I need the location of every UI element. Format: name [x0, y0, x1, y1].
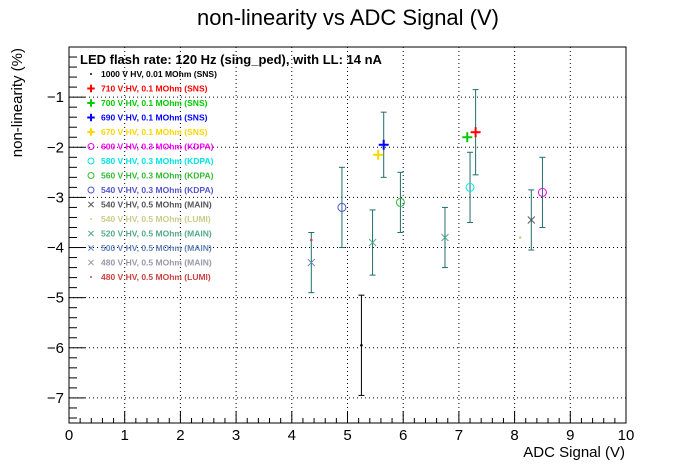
x-tick-label: 7: [455, 427, 463, 444]
circle-marker: [87, 172, 95, 179]
legend-entry: 560 V HV, 0.3 MOhm (KDPA): [101, 171, 214, 181]
x-tick-label: 0: [65, 427, 73, 444]
legend-entry: 520 V HV, 0.5 MOhm (MAIN): [101, 229, 212, 239]
legend-entry: 480 V HV, 0.5 MOhm (MAIN): [101, 258, 212, 268]
x-tick-label: 10: [618, 427, 635, 444]
x-tick-label: 9: [566, 427, 574, 444]
circle-marker: [537, 187, 547, 197]
chart-title: non-linearity vs ADC Signal (V): [197, 5, 499, 30]
x-axis-label: ADC Signal (V): [523, 444, 625, 461]
dot-marker: [360, 343, 363, 347]
x-tick-label: 8: [510, 427, 518, 444]
cross-marker: [527, 216, 536, 224]
legend: 1000 V HV, 0.01 MOhm (SNS) 710 V HV, 0.1 …: [87, 69, 217, 282]
y-tick-label: −4: [47, 240, 64, 257]
dot-marker: [309, 238, 313, 242]
legend-entry: 480 V HV, 0.5 MOhm (LUMI): [101, 272, 211, 282]
cross-marker: [441, 233, 449, 242]
legend-entry: 690 V HV, 0.1 MOhm (SNS): [101, 113, 208, 123]
subtitle: LED flash rate: 120 Hz (sing_ped), with …: [80, 52, 383, 67]
y-tick-label: −6: [47, 340, 64, 357]
x-tick-label: 2: [176, 427, 184, 444]
dot-marker: [518, 236, 522, 239]
y-tick-label: −5: [47, 290, 64, 307]
cross-marker: [88, 201, 94, 208]
legend-entry: 1000 V HV, 0.01 MOhm (SNS): [101, 69, 217, 79]
legend-entry: 540 V HV, 0.5 MOhm (LUMI): [101, 214, 211, 224]
x-axis: 0 1 2 3 4 5 6 7 8 9 10: [65, 411, 635, 444]
cross-marker: [88, 230, 94, 237]
y-tick-label: −1: [47, 89, 64, 106]
dot-marker: [90, 276, 92, 278]
legend-entry: 600 V HV, 0.3 MOhm (KDPA): [101, 142, 214, 152]
y-axis: −1 −2 −3 −4 −5 −6 −7: [47, 56, 85, 419]
x-tick-label: 1: [121, 427, 129, 444]
cross-marker: [368, 238, 377, 247]
grid-lines: [69, 47, 626, 423]
circle-marker: [87, 157, 95, 165]
cross-marker: [88, 259, 94, 266]
x-tick-label: 5: [343, 427, 351, 444]
circle-marker: [395, 197, 405, 207]
legend-entry: 540 V HV, 0.5 MOhm (MAIN): [101, 200, 212, 210]
y-axis-label: non-linearity (%): [9, 48, 26, 157]
x-tick-label: 6: [399, 427, 407, 444]
legend-entry: 540 V HV, 0.3 MOhm (KDPA): [101, 185, 214, 195]
circle-marker: [87, 186, 95, 194]
cross-marker: [307, 258, 316, 267]
y-tick-label: −2: [47, 139, 64, 156]
cross-marker: [88, 245, 94, 251]
y-tick-label: −3: [47, 189, 64, 206]
x-tick-label: 4: [288, 427, 296, 444]
y-tick-label: −7: [47, 390, 64, 407]
data-points: [307, 89, 547, 396]
legend-entry: 700 V HV, 0.1 MOhm (SNS): [101, 98, 208, 108]
legend-entry: 670 V HV, 0.1 MOhm (SNS): [101, 127, 208, 137]
legend-entry: 580 V HV, 0.3 MOhm (KDPA): [101, 156, 214, 166]
x-tick-label: 3: [232, 427, 240, 444]
dot-marker: [90, 73, 92, 75]
legend-entry: 710 V HV, 0.1 MOhm (SNS): [101, 84, 208, 94]
dot-marker: [90, 218, 92, 220]
legend-entry: 500 V HV, 0.5 MOhm (MAIN): [101, 243, 212, 253]
circle-marker: [337, 202, 347, 212]
circle-marker: [87, 143, 95, 150]
circle-marker: [465, 182, 475, 192]
